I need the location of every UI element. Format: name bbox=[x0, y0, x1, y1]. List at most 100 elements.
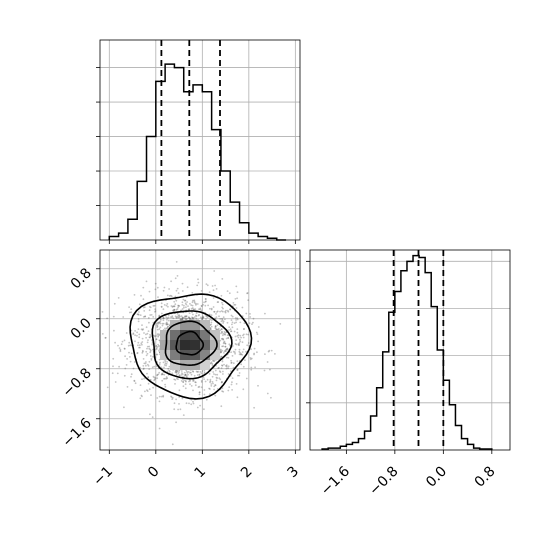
sample-point bbox=[146, 345, 149, 348]
sample-point bbox=[140, 394, 143, 397]
sample-point bbox=[158, 348, 161, 351]
sample-point bbox=[198, 391, 201, 393]
sample-point bbox=[190, 304, 193, 306]
sample-point bbox=[222, 338, 225, 341]
sample-point bbox=[134, 340, 136, 343]
sample-point bbox=[193, 308, 195, 311]
sample-point bbox=[249, 316, 252, 318]
sample-point bbox=[156, 377, 159, 380]
sample-point bbox=[164, 385, 167, 388]
sample-point bbox=[187, 373, 189, 376]
sample-point bbox=[154, 378, 156, 381]
sample-point bbox=[222, 332, 225, 335]
sample-point bbox=[230, 330, 233, 333]
sample-point bbox=[174, 295, 177, 298]
sample-point bbox=[227, 365, 230, 368]
sample-point bbox=[203, 378, 206, 380]
sample-point bbox=[216, 310, 219, 313]
sample-point bbox=[225, 365, 228, 368]
density-cell bbox=[210, 350, 220, 360]
sample-point bbox=[145, 333, 147, 336]
sample-point bbox=[163, 366, 165, 369]
sample-point bbox=[269, 368, 271, 371]
sample-point bbox=[128, 351, 130, 354]
sample-point bbox=[220, 350, 223, 353]
sample-point bbox=[236, 291, 239, 294]
sample-point bbox=[229, 308, 232, 311]
sample-point bbox=[123, 374, 126, 377]
sample-point bbox=[246, 292, 249, 294]
sample-point bbox=[154, 311, 156, 313]
sample-point bbox=[164, 362, 167, 365]
sample-point bbox=[166, 317, 169, 320]
sample-point bbox=[219, 371, 222, 373]
sample-point bbox=[201, 317, 204, 319]
panel-hist-x-grid bbox=[100, 40, 300, 240]
sample-point bbox=[231, 326, 234, 329]
sample-point bbox=[199, 371, 202, 373]
sample-point bbox=[155, 338, 158, 340]
sample-point bbox=[165, 364, 168, 367]
sample-point bbox=[113, 329, 115, 332]
sample-point bbox=[227, 310, 230, 313]
sample-point bbox=[188, 402, 190, 405]
sample-point bbox=[230, 361, 233, 364]
sample-point bbox=[176, 308, 179, 310]
sample-point bbox=[173, 408, 176, 411]
sample-point bbox=[204, 380, 207, 383]
sample-point bbox=[137, 313, 140, 316]
sample-point bbox=[167, 316, 170, 319]
sample-point bbox=[220, 355, 222, 358]
sample-point bbox=[181, 290, 184, 292]
sample-point bbox=[122, 316, 125, 318]
sample-point bbox=[228, 329, 230, 331]
sample-point bbox=[148, 345, 151, 348]
sample-point bbox=[153, 304, 156, 307]
sample-point bbox=[192, 380, 194, 382]
sample-point bbox=[127, 344, 130, 347]
sample-point bbox=[170, 295, 173, 298]
sample-point bbox=[176, 369, 179, 372]
sample-point bbox=[210, 385, 213, 387]
sample-point bbox=[232, 350, 235, 353]
sample-point bbox=[193, 300, 196, 303]
sample-point bbox=[170, 395, 172, 398]
sample-point bbox=[184, 387, 187, 390]
density-cell bbox=[160, 330, 170, 340]
sample-point bbox=[152, 316, 155, 318]
sample-point bbox=[213, 270, 216, 272]
density-cell bbox=[190, 330, 200, 340]
sample-point bbox=[143, 362, 146, 365]
sample-point bbox=[171, 315, 174, 317]
sample-point bbox=[220, 381, 223, 384]
sample-point bbox=[180, 315, 183, 318]
sample-point bbox=[215, 379, 218, 382]
sample-point bbox=[225, 367, 228, 370]
sample-point bbox=[230, 351, 233, 354]
sample-point bbox=[256, 351, 258, 354]
sample-point bbox=[236, 317, 239, 320]
sample-point bbox=[171, 306, 174, 308]
sample-point bbox=[181, 317, 184, 319]
sample-point bbox=[178, 316, 181, 319]
sample-point bbox=[213, 385, 216, 388]
sample-point bbox=[175, 370, 177, 373]
sample-point bbox=[124, 355, 126, 358]
sample-point bbox=[137, 344, 139, 347]
sample-point bbox=[165, 376, 168, 378]
sample-point bbox=[186, 376, 188, 378]
sample-point bbox=[234, 352, 237, 355]
sample-point bbox=[198, 391, 201, 394]
panel-hist-x-background bbox=[100, 40, 300, 240]
sample-point bbox=[186, 286, 189, 289]
sample-point bbox=[136, 352, 139, 354]
sample-point bbox=[241, 353, 244, 356]
sample-point bbox=[251, 323, 253, 325]
sample-point bbox=[188, 380, 190, 383]
sample-point bbox=[153, 334, 155, 337]
sample-point bbox=[143, 306, 146, 309]
sample-point bbox=[187, 370, 190, 373]
sample-point bbox=[200, 305, 203, 308]
sample-point bbox=[222, 345, 225, 348]
